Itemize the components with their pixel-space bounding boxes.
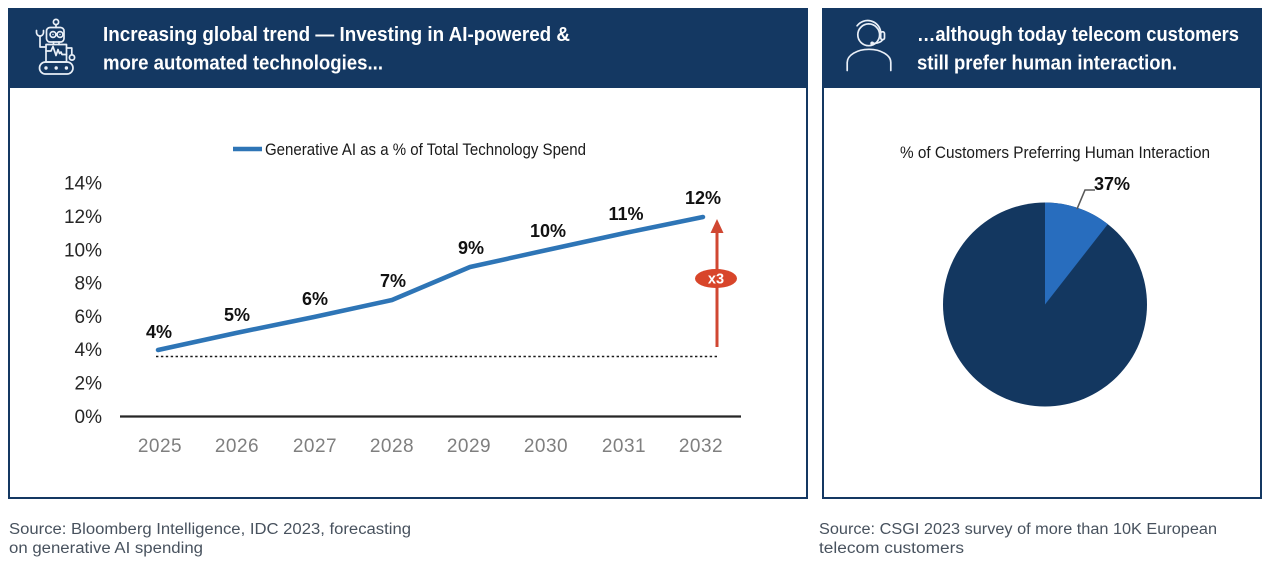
svg-text:8%: 8% [75,274,103,295]
svg-text:6%: 6% [302,289,328,309]
svg-text:still prefer human interaction: still prefer human interaction. [917,52,1177,75]
svg-text:…although today telecom custom: …although today telecom customers [917,23,1239,46]
svg-text:2025: 2025 [138,436,182,457]
svg-text:2031: 2031 [602,436,646,457]
svg-text:Source: Bloomberg Intelligence: Source: Bloomberg Intelligence, IDC 2023… [9,521,411,538]
svg-text:2030: 2030 [524,436,568,457]
svg-text:2026: 2026 [215,436,259,457]
svg-text:more automated technologies...: more automated technologies... [103,52,383,75]
svg-text:2027: 2027 [293,436,337,457]
svg-text:6%: 6% [75,307,103,328]
svg-text:Increasing global trend — Inve: Increasing global trend — Investing in A… [103,23,570,46]
svg-text:0%: 0% [75,407,103,428]
svg-text:2028: 2028 [370,436,414,457]
svg-text:10%: 10% [64,240,102,261]
svg-text:12%: 12% [685,188,721,208]
svg-text:11%: 11% [608,204,643,224]
svg-text:x3: x3 [708,272,724,288]
svg-text:2029: 2029 [447,436,491,457]
svg-text:9%: 9% [458,238,484,258]
svg-text:Generative AI as a % of Total: Generative AI as a % of Total Technology… [265,140,586,159]
svg-text:37%: 37% [1094,174,1130,194]
svg-text:14%: 14% [64,174,102,195]
svg-text:on generative AI spending: on generative AI spending [9,540,203,557]
svg-text:5%: 5% [224,305,250,325]
svg-text:4%: 4% [146,322,172,342]
svg-text:7%: 7% [380,271,406,291]
svg-text:telecom customers: telecom customers [819,540,964,557]
svg-text:2032: 2032 [679,436,723,457]
svg-text:Source: CSGI 2023 survey of mo: Source: CSGI 2023 survey of more than 10… [819,521,1217,538]
svg-text:2%: 2% [75,374,103,395]
svg-text:% of Customers Preferring Huma: % of Customers Preferring Human Interact… [900,143,1210,162]
svg-text:10%: 10% [530,221,566,241]
svg-text:12%: 12% [64,207,102,228]
svg-text:4%: 4% [75,340,103,361]
